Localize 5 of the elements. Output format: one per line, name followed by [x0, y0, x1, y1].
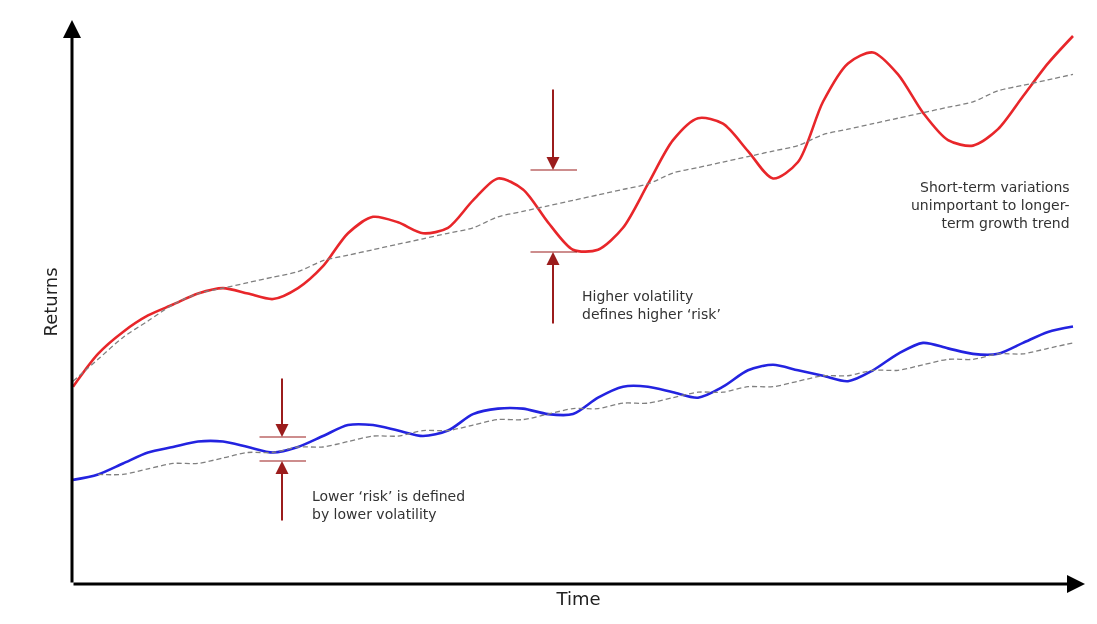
annotation: Lower ‘risk’ is defined by lower volatility: [312, 488, 466, 523]
x-axis-title: Time: [555, 588, 601, 610]
annotation: Short-term variations unimportant to longer- term growth trend: [911, 179, 1070, 232]
annotation: Higher volatility defines higher ‘risk’: [582, 288, 721, 323]
y-axis-title: Returns: [40, 267, 62, 337]
